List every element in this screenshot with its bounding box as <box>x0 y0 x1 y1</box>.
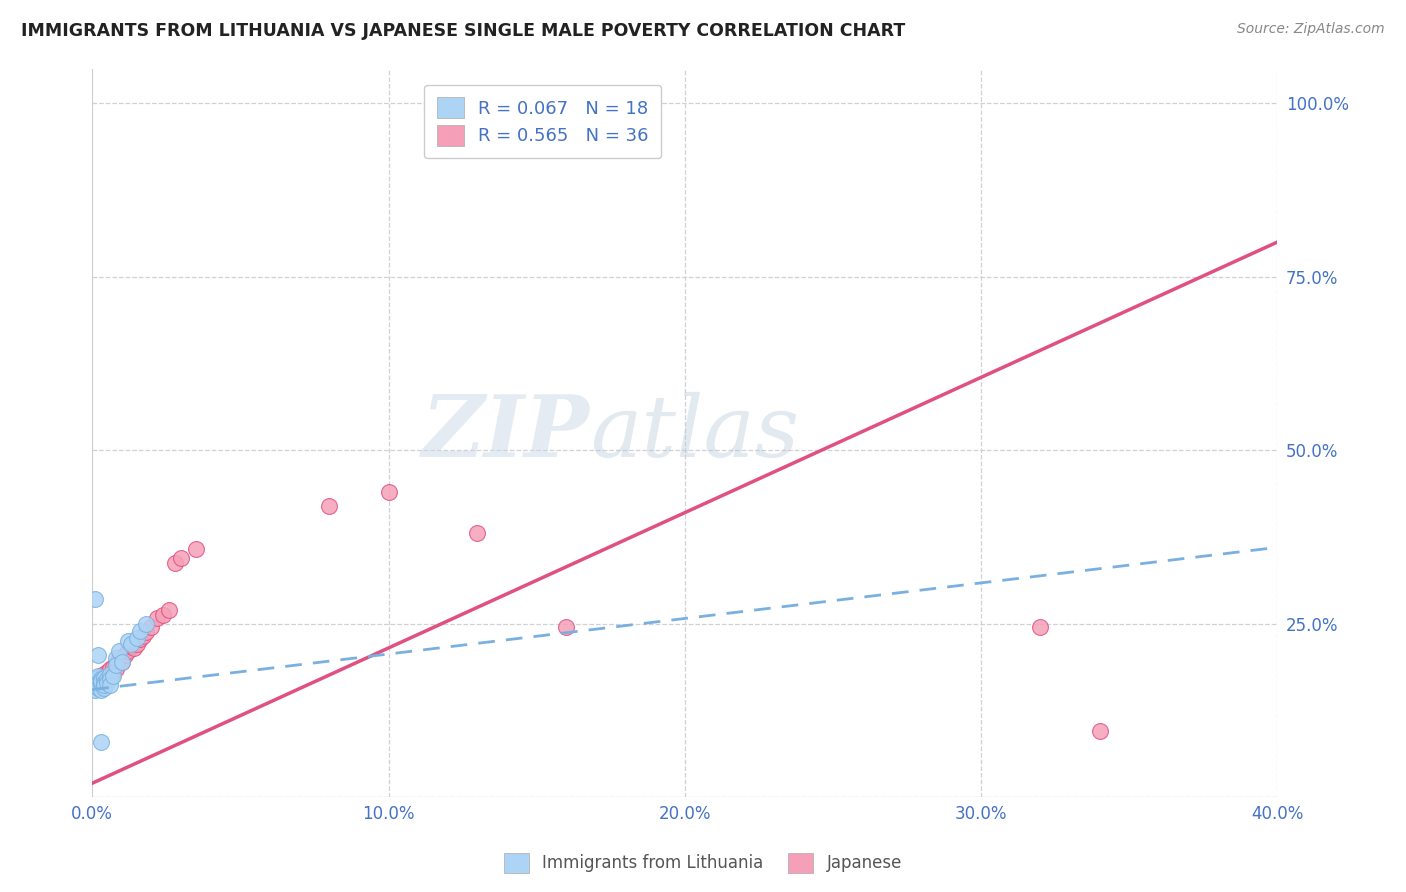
Point <box>108 644 131 658</box>
Point <box>165 556 187 570</box>
Point <box>90 669 112 683</box>
Point <box>101 666 124 681</box>
Point <box>96 665 118 680</box>
Point <box>120 638 142 652</box>
Point <box>134 625 156 640</box>
Point <box>146 611 169 625</box>
Point <box>90 672 112 686</box>
Point <box>87 675 110 690</box>
Legend: Immigrants from Lithuania, Japanese: Immigrants from Lithuania, Japanese <box>498 847 908 880</box>
Point <box>98 669 121 683</box>
Point <box>90 673 112 688</box>
Point <box>90 734 112 748</box>
Text: atlas: atlas <box>591 392 799 475</box>
Point <box>93 675 115 690</box>
Point <box>87 669 110 683</box>
Point <box>111 651 134 665</box>
Point <box>318 499 340 513</box>
Point <box>104 662 127 676</box>
Point <box>120 639 142 653</box>
Point <box>93 671 115 685</box>
Point <box>104 657 127 671</box>
Point <box>84 592 107 607</box>
Point <box>93 678 115 692</box>
Point <box>96 672 118 686</box>
Point <box>117 634 139 648</box>
Point <box>104 658 127 673</box>
Point <box>111 655 134 669</box>
Legend: R = 0.067   N = 18, R = 0.565   N = 36: R = 0.067 N = 18, R = 0.565 N = 36 <box>425 85 661 158</box>
Point <box>117 644 139 658</box>
Point <box>98 672 121 686</box>
Point <box>555 620 578 634</box>
Point <box>84 679 107 693</box>
Point <box>98 662 121 676</box>
Point <box>98 678 121 692</box>
Point <box>377 484 399 499</box>
Point <box>87 679 110 693</box>
Point <box>84 675 107 690</box>
Point <box>184 541 207 556</box>
Text: ZIP: ZIP <box>422 391 591 475</box>
Point <box>125 631 148 645</box>
Point <box>122 640 145 655</box>
Point <box>101 669 124 683</box>
Point <box>93 681 115 695</box>
Point <box>141 620 163 634</box>
Point <box>84 672 107 686</box>
Point <box>98 666 121 681</box>
Point <box>87 673 110 688</box>
Point <box>152 608 174 623</box>
Point <box>1088 724 1111 739</box>
Point <box>84 682 107 697</box>
Point <box>157 603 180 617</box>
Text: Source: ZipAtlas.com: Source: ZipAtlas.com <box>1237 22 1385 37</box>
Point <box>114 648 136 662</box>
Point <box>1029 620 1052 634</box>
Point <box>125 638 148 652</box>
Point <box>87 648 110 662</box>
Point <box>467 526 489 541</box>
Point <box>90 677 112 691</box>
Point <box>90 682 112 697</box>
Point <box>111 655 134 669</box>
Point <box>101 659 124 673</box>
Point <box>87 681 110 695</box>
Point <box>128 624 150 638</box>
Text: IMMIGRANTS FROM LITHUANIA VS JAPANESE SINGLE MALE POVERTY CORRELATION CHART: IMMIGRANTS FROM LITHUANIA VS JAPANESE SI… <box>21 22 905 40</box>
Point <box>170 550 193 565</box>
Point <box>96 675 118 690</box>
Point <box>93 666 115 681</box>
Point <box>128 632 150 646</box>
Point <box>108 651 131 665</box>
Point <box>131 629 153 643</box>
Point <box>90 672 112 686</box>
Point <box>104 651 127 665</box>
Point <box>134 616 156 631</box>
